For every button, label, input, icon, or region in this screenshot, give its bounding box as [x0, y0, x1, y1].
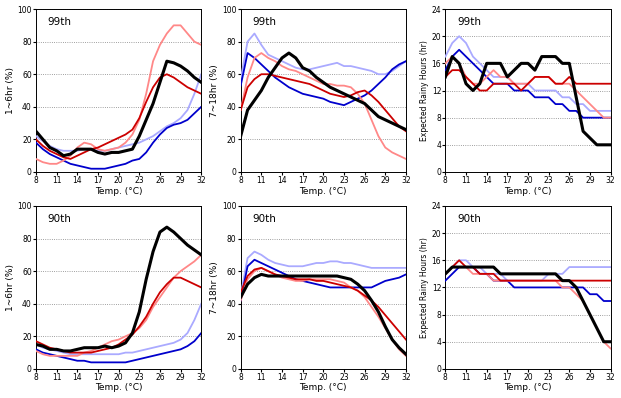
Text: 90th: 90th: [252, 214, 276, 224]
Y-axis label: 1~6hr (%): 1~6hr (%): [6, 264, 14, 311]
X-axis label: Temp. (°C): Temp. (°C): [299, 383, 347, 392]
Text: 99th: 99th: [252, 17, 276, 27]
X-axis label: Temp. (°C): Temp. (°C): [299, 187, 347, 195]
X-axis label: Temp. (°C): Temp. (°C): [504, 187, 551, 195]
X-axis label: Temp. (°C): Temp. (°C): [95, 383, 142, 392]
X-axis label: Temp. (°C): Temp. (°C): [504, 383, 551, 392]
Y-axis label: 7~18hr (%): 7~18hr (%): [211, 261, 219, 314]
Y-axis label: 7~18hr (%): 7~18hr (%): [211, 64, 219, 117]
Text: 99th: 99th: [48, 17, 71, 27]
Y-axis label: 1~6hr (%): 1~6hr (%): [6, 67, 14, 114]
Text: 90th: 90th: [457, 214, 481, 224]
X-axis label: Temp. (°C): Temp. (°C): [95, 187, 142, 195]
Text: 90th: 90th: [48, 214, 71, 224]
Text: 99th: 99th: [457, 17, 481, 27]
Y-axis label: Expected Rainy Hours (hr): Expected Rainy Hours (hr): [420, 40, 429, 141]
Y-axis label: Expected Rainy Hours (hr): Expected Rainy Hours (hr): [420, 237, 429, 338]
